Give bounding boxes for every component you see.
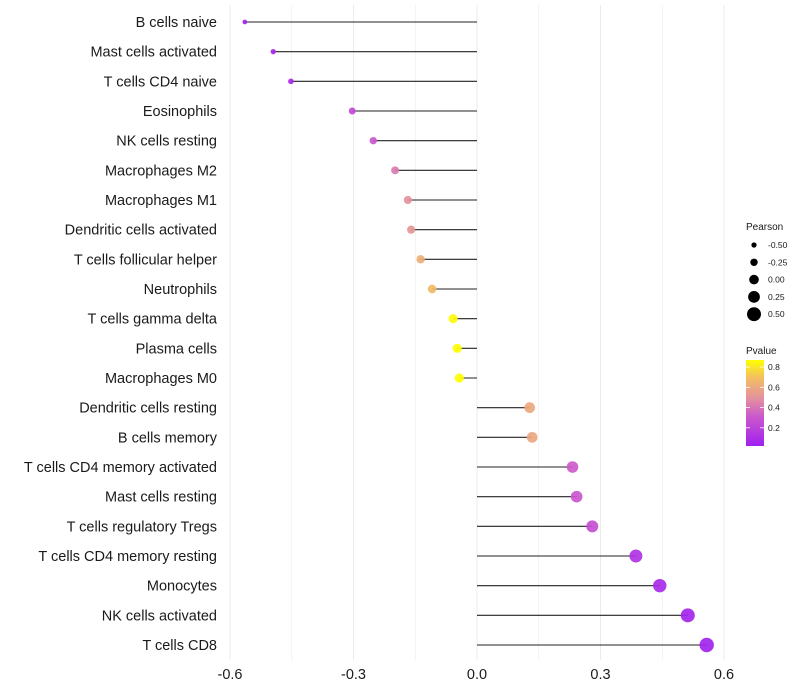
y-tick-label: T cells CD4 memory resting <box>38 549 217 565</box>
y-tick-label: Macrophages M2 <box>105 163 217 179</box>
legend-size-dot <box>750 258 758 267</box>
legend-size-dot <box>749 274 759 285</box>
y-axis-labels: B cells naive Mast cells activated T cells… <box>24 15 218 654</box>
legend-color-label: 0.4 <box>768 403 780 413</box>
legend-pearson-title: Pearson <box>746 222 783 233</box>
legend-size-label: -0.50 <box>768 240 788 250</box>
point <box>570 490 583 503</box>
point <box>699 637 714 653</box>
point <box>653 578 667 593</box>
y-tick-label: T cells CD4 naive <box>104 74 217 90</box>
stems <box>244 21 707 646</box>
point <box>524 402 536 414</box>
y-tick-label: Macrophages M0 <box>105 371 217 387</box>
y-tick-label: Mast cells activated <box>90 45 217 61</box>
legend-pvalue: Pvalue 0.8 0.6 0.4 0.2 <box>746 346 780 446</box>
legend-size-dot <box>751 242 757 248</box>
point <box>369 136 377 145</box>
point <box>288 78 294 85</box>
x-tick-label: 0.6 <box>714 667 734 683</box>
legend-pvalue-title: Pvalue <box>746 346 777 357</box>
y-tick-label: B cells naive <box>136 15 217 31</box>
y-tick-label: Neutrophils <box>144 282 217 298</box>
point <box>348 107 356 115</box>
points <box>242 19 714 653</box>
x-tick-label: 0.3 <box>590 667 610 683</box>
y-tick-label: T cells CD8 <box>142 638 217 654</box>
y-tick-label: Macrophages M1 <box>105 193 217 209</box>
legend-size-dot <box>747 307 761 322</box>
y-tick-label: Dendritic cells activated <box>65 223 217 239</box>
point <box>566 461 579 473</box>
y-tick-label: Mast cells resting <box>105 490 217 506</box>
point <box>242 19 248 25</box>
point <box>416 255 425 264</box>
y-tick-label: Dendritic cells resting <box>79 401 217 417</box>
legend-color-label: 0.2 <box>768 423 780 433</box>
point <box>629 549 643 563</box>
point <box>448 314 458 324</box>
y-tick-label: T cells gamma delta <box>88 312 218 328</box>
y-tick-label: Eosinophils <box>143 104 217 120</box>
point <box>407 225 416 234</box>
x-axis-ticks: -0.6 -0.3 0.0 0.3 0.6 <box>218 667 735 683</box>
y-tick-label: NK cells activated <box>102 608 217 624</box>
point <box>391 166 400 175</box>
point <box>427 284 437 294</box>
legend-colorbar <box>746 360 764 446</box>
point <box>680 608 695 623</box>
legend-size-label: 0.50 <box>768 309 785 319</box>
point <box>454 373 464 383</box>
legend-size-dot <box>748 291 760 303</box>
y-tick-label: B cells memory <box>118 430 218 446</box>
legend-pearson: Pearson -0.50 -0.25 0.00 0.25 0.50 <box>746 222 788 322</box>
x-tick-label: -0.3 <box>341 667 366 683</box>
legend-size-label: 0.25 <box>768 292 785 302</box>
y-tick-label: Plasma cells <box>136 341 217 357</box>
point <box>526 431 538 443</box>
x-tick-label: 0.0 <box>467 667 487 683</box>
point <box>586 520 599 533</box>
y-tick-label: NK cells resting <box>116 134 217 150</box>
y-tick-label: T cells CD4 memory activated <box>24 460 217 476</box>
legend-size-label: 0.00 <box>768 275 785 285</box>
y-tick-label: Monocytes <box>147 579 217 595</box>
legend-size-label: -0.25 <box>768 257 788 267</box>
legend-color-label: 0.8 <box>768 362 780 372</box>
x-tick-label: -0.6 <box>218 667 243 683</box>
point <box>403 195 412 205</box>
legend-color-label: 0.6 <box>768 382 780 392</box>
y-tick-label: T cells regulatory Tregs <box>67 519 217 535</box>
y-tick-label: T cells follicular helper <box>74 252 217 268</box>
point <box>270 49 276 55</box>
grid-lines <box>229 5 725 660</box>
point <box>452 343 462 353</box>
